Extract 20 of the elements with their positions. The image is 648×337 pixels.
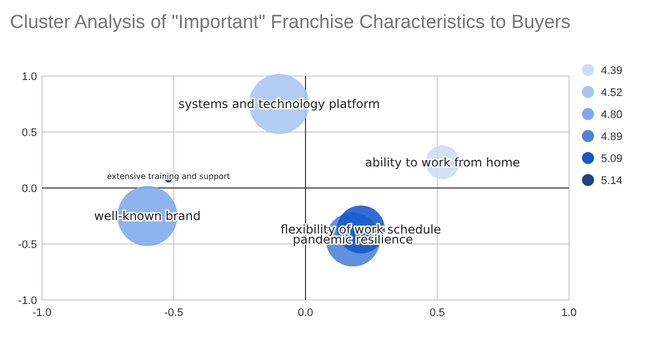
legend-label: 4.39 <box>601 65 622 77</box>
legend-label: 4.89 <box>601 131 622 143</box>
legend-label: 5.14 <box>601 175 622 187</box>
y-tick-label: -1.0 <box>18 295 37 307</box>
x-tick-label: -1.0 <box>32 307 52 319</box>
y-tick-label: -0.5 <box>18 239 37 251</box>
x-tick-label: 1.0 <box>561 307 577 319</box>
y-tick-label: 1.0 <box>22 71 37 83</box>
legend-label: 4.52 <box>601 87 622 99</box>
annotation: systems and technology platform <box>178 97 380 112</box>
annotation: extensive training and support <box>106 172 230 182</box>
x-tick-label: 0.5 <box>430 307 445 319</box>
x-tick-label: -0.5 <box>164 307 184 319</box>
chart-title: Cluster Analysis of "Important" Franchise Characteristics to Buyers <box>10 12 570 33</box>
x-tick-label: 0.0 <box>298 307 314 319</box>
legend-label: 4.80 <box>601 109 622 121</box>
legend-label: 5.09 <box>601 153 622 165</box>
y-tick-label: 0.5 <box>22 127 37 139</box>
y-tick-label: 0.0 <box>22 183 37 195</box>
annotation: ability to work from home <box>364 155 520 170</box>
